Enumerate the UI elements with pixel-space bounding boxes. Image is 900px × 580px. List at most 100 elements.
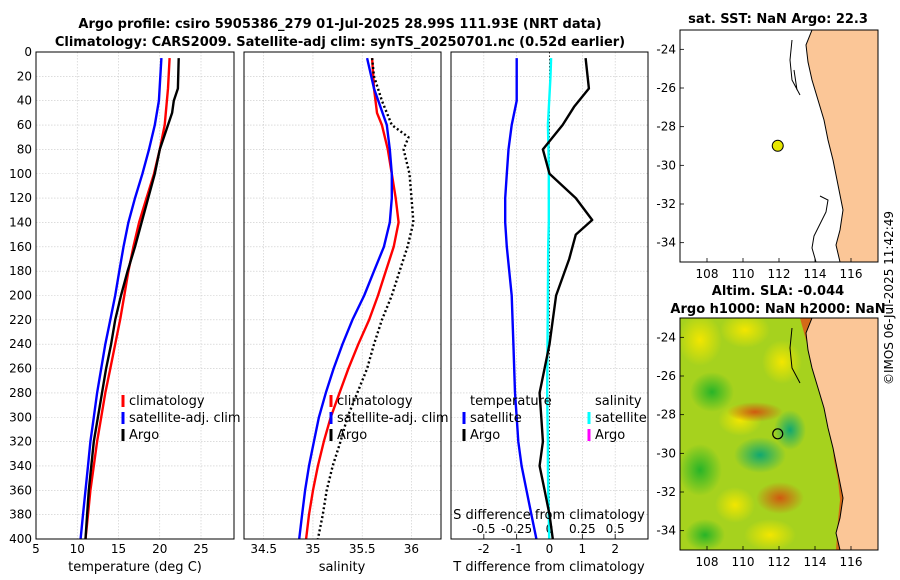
lon-tick-label: 114 xyxy=(804,555,827,569)
legend-t-argo: Argo xyxy=(470,428,500,443)
sla-heatmap xyxy=(680,318,878,550)
x-tick-label: -1 xyxy=(511,542,523,556)
temperature-legend: climatology satellite-adj. clim Argo xyxy=(121,394,241,443)
depth-tick-label: 320 xyxy=(9,435,32,449)
salinity-axes-box xyxy=(243,51,442,540)
legend-t-satellite: satellite xyxy=(470,411,522,426)
imos-timestamp: ©IMOS 06-Jul-2025 11:42:49 xyxy=(882,211,896,385)
difference-profiles xyxy=(504,57,594,539)
depth-tick-label: 220 xyxy=(9,313,32,327)
depth-tick-labels: 0 20 40 60 80 100 120 140 160 180 200 220 240 260 280 3… xyxy=(9,45,32,546)
lon-tick-label: 112 xyxy=(768,555,791,569)
x-tick-label: 20 xyxy=(152,542,167,556)
lon-tick-label: 114 xyxy=(804,267,827,281)
lat-tick-label: -34 xyxy=(656,524,676,538)
legend-temperature-title: temperature xyxy=(470,394,552,409)
series-line-satellite-adj-clim xyxy=(79,58,163,539)
depth-tick-label: 180 xyxy=(9,264,32,278)
lat-tick-label: -32 xyxy=(656,197,676,211)
t-difference-xlabel: T difference from climatology xyxy=(452,560,645,575)
lat-tick-label: -26 xyxy=(656,369,676,383)
temperature-grid xyxy=(35,52,234,539)
lat-tick-label: -30 xyxy=(656,158,676,172)
s-tick-label: -0.25 xyxy=(501,522,532,536)
depth-tick-label: 160 xyxy=(9,240,32,254)
sst-land xyxy=(805,30,878,262)
lat-tick-label: -32 xyxy=(656,485,676,499)
salinity-profiles xyxy=(298,57,415,539)
depth-tick-label: 400 xyxy=(9,532,32,546)
sla-float-marker xyxy=(772,428,784,440)
lat-tick-label: -28 xyxy=(656,408,676,422)
lon-tick-label: 110 xyxy=(732,555,755,569)
figure-title-line2: Climatology: CARS2009. Satellite-adj cli… xyxy=(55,35,625,50)
s-difference-label: S difference from climatology xyxy=(453,508,645,523)
temperature-xlabel: temperature (deg C) xyxy=(68,560,202,575)
depth-tick-label: 260 xyxy=(9,362,32,376)
depth-tick-label: 280 xyxy=(9,386,32,400)
t-difference-tick-labels: -2 -1 0 1 2 xyxy=(478,542,619,556)
series-line-s-satellite xyxy=(546,58,553,539)
sst-bathymetry-contour xyxy=(811,195,829,262)
depth-tick-label: 100 xyxy=(9,167,32,181)
sla-land xyxy=(805,318,878,550)
salinity-legend: climatology satellite-adj. clim Argo xyxy=(329,394,449,443)
salinity-xlabel: salinity xyxy=(319,560,366,575)
depth-tick-label: 120 xyxy=(9,191,32,205)
lon-tick-label: 108 xyxy=(696,555,719,569)
difference-grid xyxy=(451,52,648,539)
lat-tick-label: -34 xyxy=(656,236,676,250)
figure-title-line1: Argo profile: csiro 5905386_279 01-Jul-2… xyxy=(78,17,601,32)
x-tick-label: 34.5 xyxy=(250,542,277,556)
salinity-panel: 34.5 35 35.5 36 salinity climatology satell… xyxy=(243,51,449,575)
depth-tick-label: 240 xyxy=(9,337,32,351)
depth-tick-label: 360 xyxy=(9,483,32,497)
sla-map-title-line2: Argo h1000: NaN h2000: NaN xyxy=(670,302,885,317)
difference-legend: temperature satellite Argo salinity sate… xyxy=(462,394,647,443)
legend-s-satellite: satellite xyxy=(595,411,647,426)
legend-s-argo: Argo xyxy=(595,428,625,443)
depth-tick-label: 140 xyxy=(9,215,32,229)
depth-tick-label: 300 xyxy=(9,410,32,424)
series-line-climatology xyxy=(304,58,400,539)
sst-map: sat. SST: NaN Argo: 22.3 108 110 112 114 116… xyxy=(656,12,879,281)
s-tick-label: 0.5 xyxy=(606,522,625,536)
legend-satellite: satellite-adj. clim xyxy=(129,411,241,426)
lat-tick-label: -24 xyxy=(656,330,676,344)
difference-axes-box xyxy=(450,51,649,540)
x-tick-label: 10 xyxy=(70,542,85,556)
s-tick-label: 0.25 xyxy=(569,522,596,536)
depth-tick-label: 380 xyxy=(9,508,32,522)
lon-tick-label: 110 xyxy=(732,267,755,281)
lat-tick-label: -30 xyxy=(656,446,676,460)
x-tick-label: 1 xyxy=(579,542,587,556)
depth-tick-label: 200 xyxy=(9,289,32,303)
sla-islands xyxy=(789,327,801,384)
legend-argo: Argo xyxy=(337,428,367,443)
depth-tick-label: 340 xyxy=(9,459,32,473)
temperature-tick-labels: 5 10 15 20 25 xyxy=(32,542,208,556)
legend-climatology: climatology xyxy=(337,394,413,409)
salinity-tick-labels: 34.5 35 35.5 36 xyxy=(250,542,419,556)
difference-panel: -2 -1 0 1 2 -0.5 -0.25 0 0.25 0.5 T difference f… xyxy=(450,51,649,575)
x-tick-label: 35 xyxy=(305,542,320,556)
legend-salinity-title: salinity xyxy=(595,394,642,409)
s-tick-label: -0.5 xyxy=(472,522,495,536)
sla-map: Altim. SLA: -0.044 Argo h1000: NaN h2000… xyxy=(656,284,885,569)
series-line-climatology xyxy=(84,58,171,539)
sst-map-tick-labels: 108 110 112 114 116 -24 -26 -28 -30 -32 -34 xyxy=(656,42,862,281)
sla-map-tick-labels: 108 110 112 114 116 -24 -26 -28 -30 -32 -34 xyxy=(656,330,862,569)
series-line-satellite-adj-clim xyxy=(298,57,393,539)
sst-float-marker xyxy=(771,139,784,152)
x-tick-label: 0 xyxy=(546,542,554,556)
salinity-grid xyxy=(244,52,441,539)
s-difference-tick-labels: -0.5 -0.25 0 0.25 0.5 xyxy=(472,522,625,539)
sst-map-title: sat. SST: NaN Argo: 22.3 xyxy=(688,12,868,27)
depth-tick-label: 80 xyxy=(17,142,32,156)
lon-tick-label: 116 xyxy=(840,267,863,281)
legend-argo: Argo xyxy=(129,428,159,443)
legend-climatology: climatology xyxy=(129,394,205,409)
lon-tick-label: 112 xyxy=(768,267,791,281)
